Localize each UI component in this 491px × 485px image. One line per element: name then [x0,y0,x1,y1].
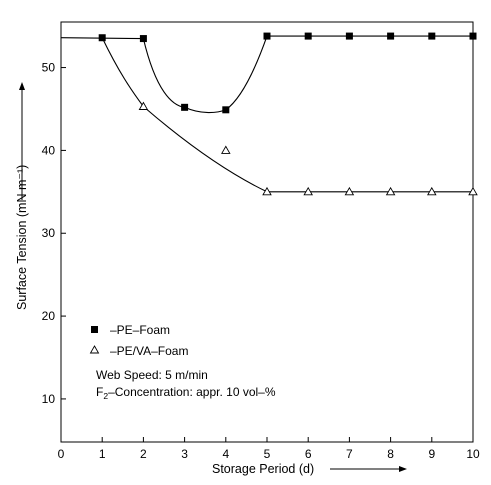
legend-entry-pe-foam: –PE–Foam [91,323,170,337]
x-tick-label: 9 [428,447,435,461]
pe-foam-point [387,32,395,40]
legend: –PE–Foam –PE/VA–Foam [89,323,188,358]
y-tick-label: 30 [42,226,56,240]
x-tick-label: 8 [387,447,394,461]
legend-marker-open-triangle [89,345,100,354]
pe-va-foam-point [385,186,396,196]
pe-foam-point [469,32,477,40]
y-tick-label: 20 [42,309,56,323]
pe-va-foam-curve [101,37,473,193]
pe-va-foam-point [344,186,355,196]
legend-label-pe-foam: –PE–Foam [110,323,170,337]
pe-foam-point [263,32,271,40]
pe-va-foam-point [221,145,231,154]
pe-foam-point [304,32,312,40]
data-points [98,32,478,196]
x-axis-arrow [330,466,407,472]
f2-subscript: 2 [103,391,108,401]
pe-va-foam-point [262,186,272,196]
pe-foam-point [98,34,106,42]
x-tick-label: 2 [140,447,147,461]
x-tick-label: 7 [346,447,353,461]
y-axis-arrow [19,82,25,200]
x-tick-label: 1 [99,447,106,461]
legend-label-pe-va-foam: –PE/VA–Foam [110,344,188,358]
x-tick-label: 0 [58,447,65,461]
y-axis-ticks: 10 20 30 40 50 [42,61,66,406]
fit-curves [60,35,473,193]
pe-foam-point [139,35,147,43]
pe-va-foam-point [468,186,478,196]
f2-symbol: F [96,385,103,399]
pe-foam-point [428,32,436,40]
x-axis-ticks: 0 1 2 3 4 5 6 7 8 9 10 [58,437,480,461]
legend-marker-filled-square [91,326,98,333]
x-axis-label: Storage Period (d) [212,462,314,476]
x-tick-label: 4 [222,447,229,461]
annotation-f2-concentration: F2–Concentration: appr. 10 vol–% [96,385,276,401]
annotation-web-speed: Web Speed: 5 m/min [96,368,208,382]
x-tick-label: 5 [264,447,271,461]
x-tick-label: 10 [466,447,480,461]
y-tick-label: 40 [42,143,56,157]
y-tick-label: 10 [42,392,56,406]
pe-foam-point [181,103,189,111]
pe-va-foam-point [138,101,149,110]
pe-foam-point [222,106,230,114]
x-tick-label: 3 [181,447,188,461]
pe-foam-point [345,32,353,40]
x-tick-label: 6 [305,447,312,461]
legend-entry-pe-va-foam: –PE/VA–Foam [89,344,188,358]
pe-va-foam-point [427,186,437,196]
y-axis-label: Surface Tension (mN m⁻¹) [15,165,29,310]
y-tick-label: 50 [42,61,56,75]
pe-foam-curve [60,35,473,114]
f2-concentration-text: –Concentration: appr. 10 vol–% [108,385,276,399]
pe-va-foam-point [303,186,313,196]
